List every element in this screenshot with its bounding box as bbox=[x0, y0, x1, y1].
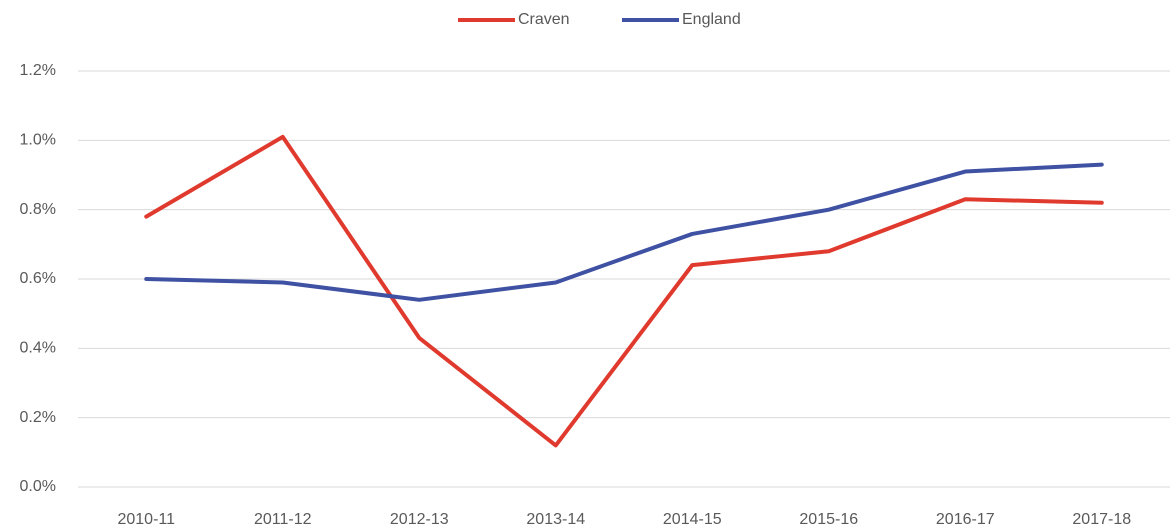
x-tick-label: 2010-11 bbox=[117, 511, 175, 528]
y-tick-label: 0.6% bbox=[20, 270, 56, 287]
y-tick-label: 0.0% bbox=[20, 478, 56, 495]
series-line bbox=[144, 134, 1104, 448]
y-tick-label: 0.8% bbox=[20, 201, 56, 218]
x-tick-label: 2015-16 bbox=[799, 511, 858, 528]
x-tick-label: 2016-17 bbox=[936, 511, 995, 528]
y-tick-label: 0.2% bbox=[20, 409, 56, 426]
legend-label: England bbox=[682, 11, 741, 28]
y-tick-label: 1.2% bbox=[20, 62, 56, 79]
y-tick-label: 1.0% bbox=[20, 132, 56, 149]
series-line bbox=[144, 162, 1104, 302]
x-tick-label: 2011-12 bbox=[254, 511, 312, 528]
x-tick-label: 2014-15 bbox=[663, 511, 722, 528]
x-tick-label: 2013-14 bbox=[526, 511, 585, 528]
y-tick-label: 0.4% bbox=[20, 340, 56, 357]
x-tick-label: 2017-18 bbox=[1072, 511, 1131, 528]
x-tick-label: 2012-13 bbox=[390, 511, 449, 528]
legend-label: Craven bbox=[518, 11, 570, 28]
